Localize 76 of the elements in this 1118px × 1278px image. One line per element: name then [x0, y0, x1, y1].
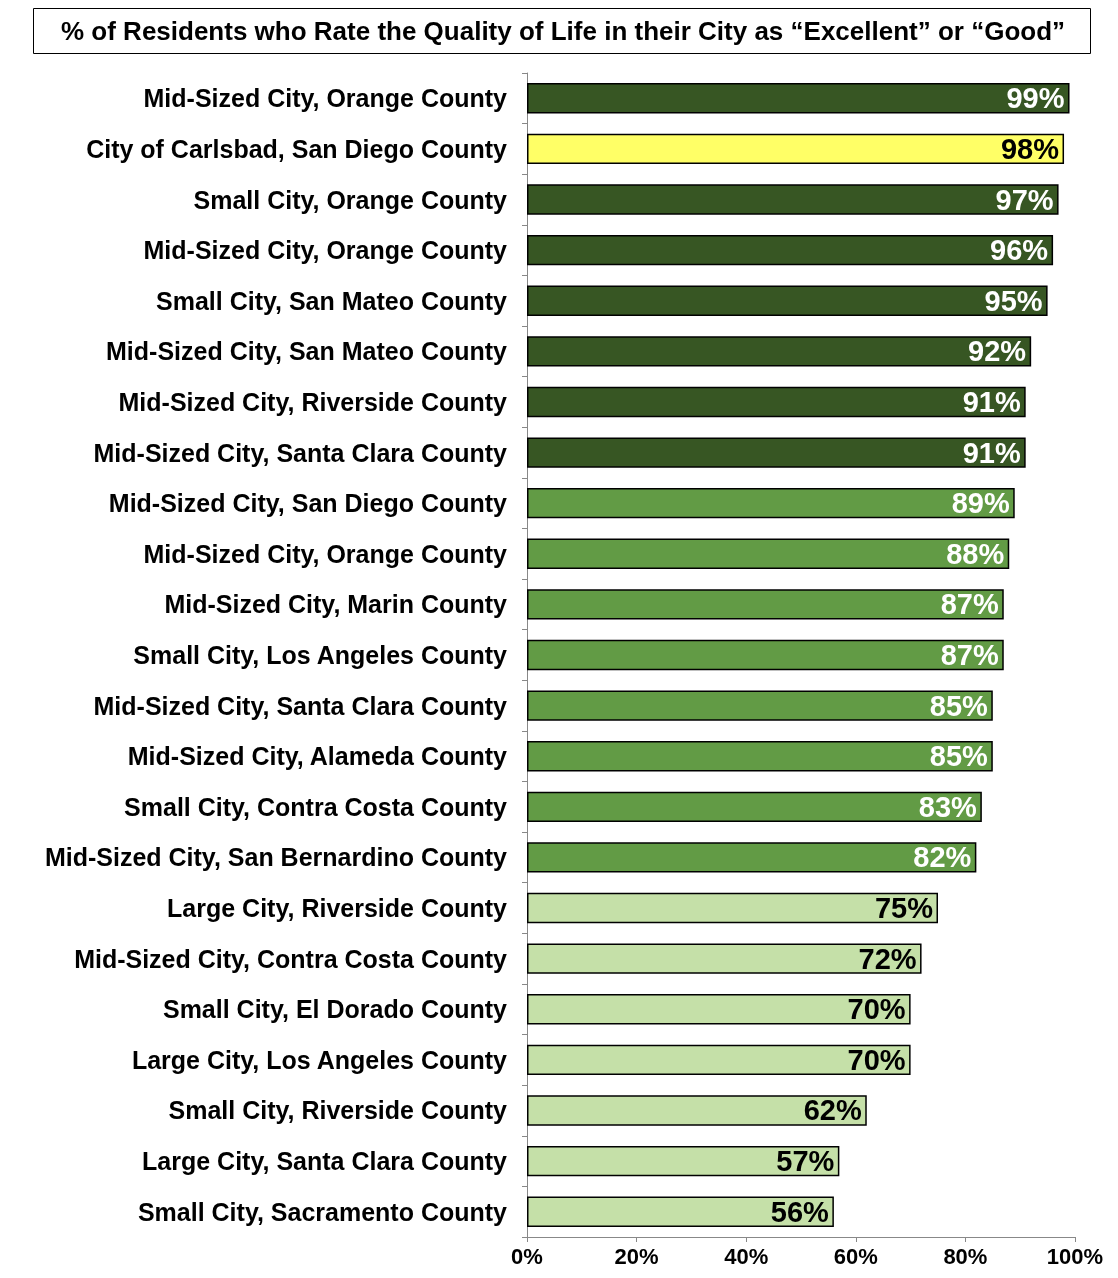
bar — [527, 83, 1070, 114]
bar — [527, 589, 1004, 620]
data-label: 87% — [940, 588, 999, 621]
bar — [527, 234, 1054, 266]
bar — [527, 133, 1065, 165]
bar — [527, 1044, 911, 1076]
y-tick-label: Large City, Riverside County — [167, 894, 508, 923]
y-tick-label: Mid-Sized City, Santa Clara County — [93, 438, 508, 467]
data-label: 70% — [847, 993, 906, 1026]
bar — [527, 538, 1010, 569]
y-tick-label: Small City, Contra Costa County — [124, 792, 508, 821]
data-label: 95% — [984, 284, 1043, 317]
y-tick-label: Mid-Sized City, San Mateo County — [106, 337, 508, 366]
data-label: 99% — [1006, 82, 1065, 115]
y-tick-label: Small City, El Dorado County — [162, 995, 508, 1024]
data-label: 56% — [770, 1195, 830, 1228]
y-tick-label: Mid-Sized City, Orange County — [143, 539, 508, 568]
x-tick-label: 40% — [724, 1243, 769, 1269]
y-tick-label: Small City, Los Angeles County — [133, 641, 508, 669]
x-tick-label: 80% — [943, 1243, 988, 1269]
data-label: 91% — [962, 436, 1021, 469]
y-tick-label: Mid-Sized City, San Bernardino County — [44, 843, 508, 872]
bar — [527, 892, 938, 924]
bar — [527, 386, 1026, 418]
data-label: 85% — [929, 689, 989, 722]
bar — [527, 1145, 840, 1177]
data-label: 88% — [946, 537, 1005, 570]
y-tick-label: Mid-Sized City, Orange County — [143, 84, 508, 113]
data-label: 82% — [913, 841, 972, 874]
y-tick-label: Large City, Santa Clara County — [142, 1147, 508, 1176]
data-label: 75% — [874, 892, 934, 925]
y-tick-label: Mid-Sized City, Riverside County — [118, 387, 508, 416]
data-label: 87% — [940, 639, 999, 671]
bar — [527, 994, 911, 1025]
data-label: 92% — [968, 335, 1027, 368]
data-label: 97% — [995, 183, 1054, 216]
y-tick-label: Mid-Sized City, Marin County — [164, 590, 508, 619]
bar — [527, 741, 993, 772]
y-tick-label: Small City, Riverside County — [168, 1096, 508, 1125]
bar — [527, 487, 1015, 519]
y-tick-label: City of Carlsbad, San Diego County — [86, 134, 508, 163]
data-label: 96% — [990, 234, 1049, 267]
y-tick-label: Mid-Sized City, Contra Costa County — [74, 944, 508, 973]
y-tick-label: Mid-Sized City, Santa Clara County — [93, 691, 508, 720]
data-label: 83% — [918, 790, 978, 823]
bar — [527, 285, 1048, 316]
data-label: 91% — [962, 385, 1021, 418]
bar — [527, 1196, 834, 1227]
bar — [527, 437, 1026, 468]
bar — [527, 1095, 867, 1126]
data-label: 89% — [951, 487, 1010, 520]
bar — [527, 690, 993, 721]
y-tick-label: Mid-Sized City, Alameda County — [127, 742, 508, 771]
x-tick-label: 20% — [614, 1243, 659, 1269]
data-label: 62% — [803, 1094, 862, 1127]
bar — [527, 842, 977, 873]
y-tick-label: Small City, Orange County — [193, 185, 508, 214]
bar — [527, 184, 1059, 215]
chart-title: % of Residents who Rate the Quality of Life in their City as “Excellent” or “Good” — [61, 16, 1066, 46]
data-label: 57% — [776, 1145, 835, 1178]
data-label: 72% — [858, 942, 917, 975]
bar — [527, 639, 1004, 671]
data-label: 70% — [847, 1043, 906, 1076]
y-tick-label: Small City, Sacramento County — [137, 1197, 508, 1226]
data-label: 98% — [1000, 132, 1060, 165]
y-tick-label: Large City, Los Angeles County — [131, 1045, 508, 1074]
x-tick-label: 100% — [1046, 1243, 1104, 1269]
data-label: 85% — [929, 740, 989, 773]
y-tick-label: Mid-Sized City, Orange County — [143, 236, 508, 265]
x-tick-label: 60% — [833, 1243, 878, 1269]
bar — [527, 791, 982, 823]
y-tick-label: Small City, San Mateo County — [156, 286, 508, 315]
bar — [527, 943, 922, 974]
x-tick-label: 0% — [511, 1243, 543, 1269]
bar — [527, 336, 1032, 367]
y-tick-label: Mid-Sized City, San Diego County — [108, 489, 508, 518]
